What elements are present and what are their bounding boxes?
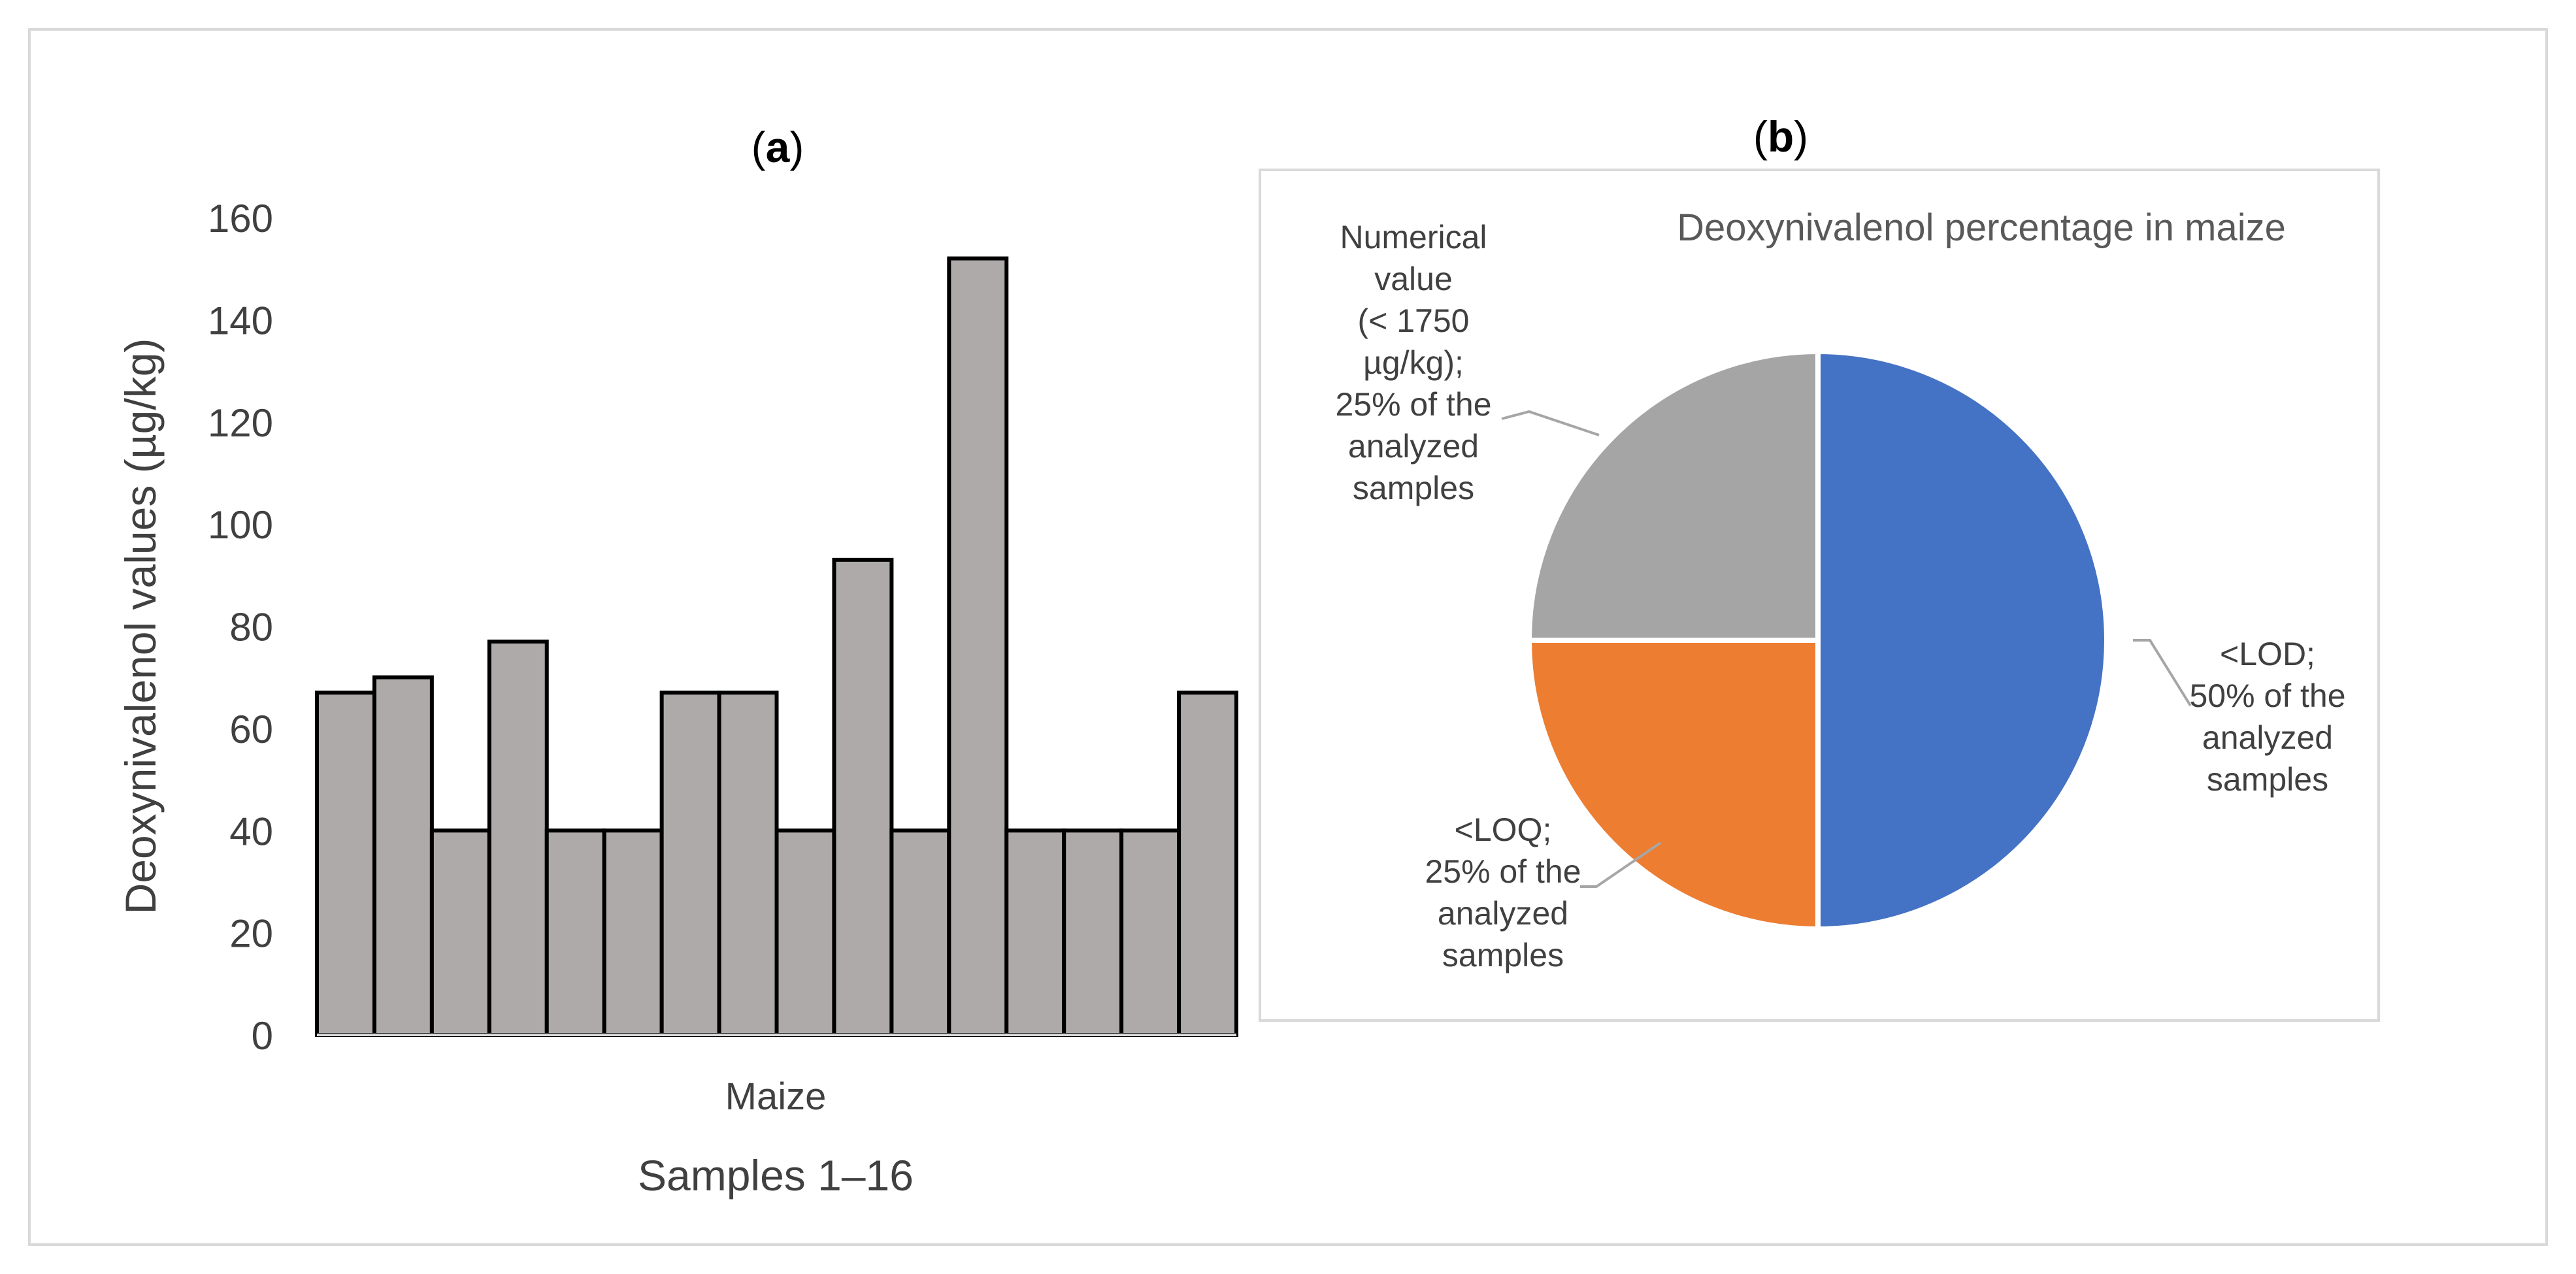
pie-data-label-line: <LOD; [2220, 636, 2315, 672]
y-axis-ticks: 0 20 40 60 80 100 120 140 160 [208, 197, 273, 1058]
bar-sample-4 [487, 639, 549, 1037]
y-tick-label: 100 [208, 503, 273, 547]
pie-slice-numerical-value [1526, 348, 1821, 643]
pie-data-label-line: analyzed [2202, 719, 2333, 756]
bar-sample-8 [717, 691, 779, 1037]
y-tick-label: 140 [208, 299, 273, 342]
y-tick-label: 20 [229, 912, 273, 956]
pie-data-label-line: samples [1442, 937, 1564, 973]
bar-sample-5 [544, 828, 606, 1037]
pie-data-label-line: value [1374, 261, 1453, 297]
pie-data-label-line: µg/kg); [1363, 344, 1464, 381]
bar-sample-2 [372, 675, 434, 1037]
bar-sample-14 [1062, 828, 1124, 1037]
bar-sample-3 [429, 828, 491, 1037]
y-tick-label: 60 [229, 708, 273, 751]
bar-sample-13 [1004, 828, 1066, 1037]
pie-data-label-line: Numerical [1340, 219, 1487, 255]
panel-a-letter: a [766, 123, 791, 171]
bar-sample-1 [315, 691, 376, 1037]
pie-data-label-line: 25% of the [1425, 853, 1581, 890]
pie-slice-loq [1526, 638, 1821, 932]
y-tick-label: 160 [208, 197, 273, 240]
bar-sample-10 [832, 557, 894, 1037]
pie-data-label-line: analyzed [1438, 895, 1568, 932]
pie-data-label-line: analyzed [1348, 428, 1479, 465]
pie-chart-panel: (b) Deoxynivalenol percentage in maize <… [1259, 112, 2380, 1022]
y-axis-label: Deoxynivalenol values (µg/kg) [116, 338, 165, 915]
pie-data-label-line: <LOQ; [1455, 811, 1552, 848]
pie-data-label-line: 25% of the [1335, 386, 1491, 423]
bar-sample-7 [659, 691, 721, 1037]
panel-a-label: (a) [751, 123, 804, 171]
pie-title: Deoxynivalenol percentage in maize [1677, 206, 2286, 249]
pie-data-label-line: (< 1750 [1358, 302, 1470, 339]
pie-leader-line [1580, 841, 1662, 888]
bar-sample-16 [1177, 691, 1238, 1037]
bar-sample-11 [889, 828, 951, 1037]
pie-data-label-line: samples [1353, 470, 1474, 506]
bar-chart-panel: (a) 0 20 40 60 80 100 120 140 160 Deoxynivalenol… [116, 123, 1238, 1200]
y-tick-label: 120 [208, 401, 273, 445]
pie-slices [1526, 348, 2109, 932]
panel-b-letter: b [1768, 112, 1794, 161]
y-tick-label: 40 [229, 809, 273, 853]
pie-leader-line [2133, 639, 2192, 707]
bar-sample-9 [774, 828, 836, 1037]
bar-sample-12 [947, 256, 1009, 1037]
bar-sample-6 [602, 828, 664, 1037]
pie-data-labels: <LOD; 50% of the analyzed samples <LOQ; 25% o… [1335, 219, 2345, 973]
y-tick-label: 0 [252, 1014, 273, 1058]
pie-data-label-line: 50% of the [2189, 678, 2345, 714]
panel-b-label: (b) [1753, 112, 1808, 161]
x-axis-label: Samples 1–16 [638, 1151, 914, 1200]
pie-slice-lod [1815, 348, 2109, 932]
pie-leader-line [1501, 410, 1600, 436]
x-category-label: Maize [725, 1075, 827, 1118]
pie-data-label-line: samples [2207, 761, 2328, 798]
bar-sample-15 [1119, 828, 1181, 1037]
bar-series [315, 256, 1238, 1037]
y-tick-label: 80 [229, 606, 273, 649]
